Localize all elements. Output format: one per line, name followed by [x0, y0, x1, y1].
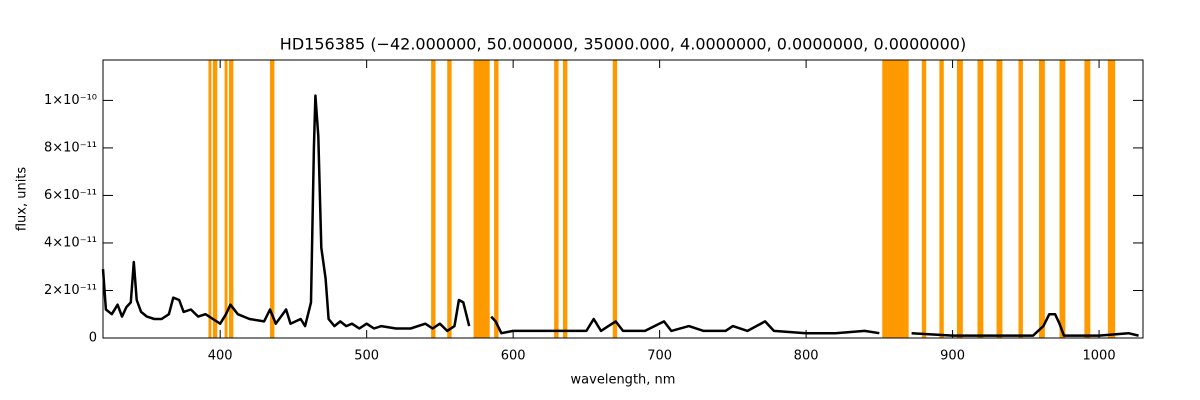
masked-band — [996, 60, 1003, 338]
masked-band — [1059, 60, 1066, 338]
masked-band — [1018, 60, 1023, 338]
y-tick-label: 0 — [89, 331, 97, 346]
masked-band — [921, 60, 927, 338]
masked-band — [612, 60, 618, 338]
x-axis-label: wavelength, nm — [571, 373, 676, 388]
y-tick-label: 6×10⁻¹¹ — [44, 188, 97, 203]
masked-band — [228, 60, 234, 338]
y-tick-label: 2×10⁻¹¹ — [44, 283, 97, 298]
masked-band — [212, 60, 218, 338]
masked-band — [977, 60, 984, 338]
chart-title: HD156385 (−42.000000, 50.000000, 35000.0… — [280, 35, 966, 54]
masked-band — [1084, 60, 1091, 338]
spectrum-line — [101, 94, 1139, 337]
masked-band — [562, 60, 568, 338]
masked-band — [882, 60, 909, 338]
x-tick-label: 400 — [208, 349, 233, 364]
y-tick-label: 1×10⁻¹⁰ — [44, 93, 97, 108]
x-tick-label: 600 — [501, 349, 526, 364]
masked-band — [208, 60, 212, 338]
masked-band — [554, 60, 559, 338]
masked-band — [494, 60, 499, 338]
y-tick-label: 4×10⁻¹¹ — [44, 235, 97, 250]
masked-band — [224, 60, 228, 338]
x-tick-label: 900 — [940, 349, 965, 364]
masked-band — [431, 60, 436, 338]
masked-band — [447, 60, 452, 338]
x-tick-label: 500 — [354, 349, 379, 364]
plot-frame — [102, 59, 1144, 339]
y-tick-label: 8×10⁻¹¹ — [44, 140, 97, 155]
masked-band — [956, 60, 963, 338]
x-tick-label: 800 — [794, 349, 819, 364]
masked-band — [1039, 60, 1045, 338]
masked-band — [473, 60, 490, 338]
y-axis-label: flux, units — [15, 167, 30, 232]
masked-band — [269, 60, 275, 338]
x-tick-label: 700 — [647, 349, 672, 364]
masked-band — [1107, 60, 1116, 338]
x-tick-label: 1000 — [1083, 349, 1116, 364]
masked-band — [939, 60, 944, 338]
